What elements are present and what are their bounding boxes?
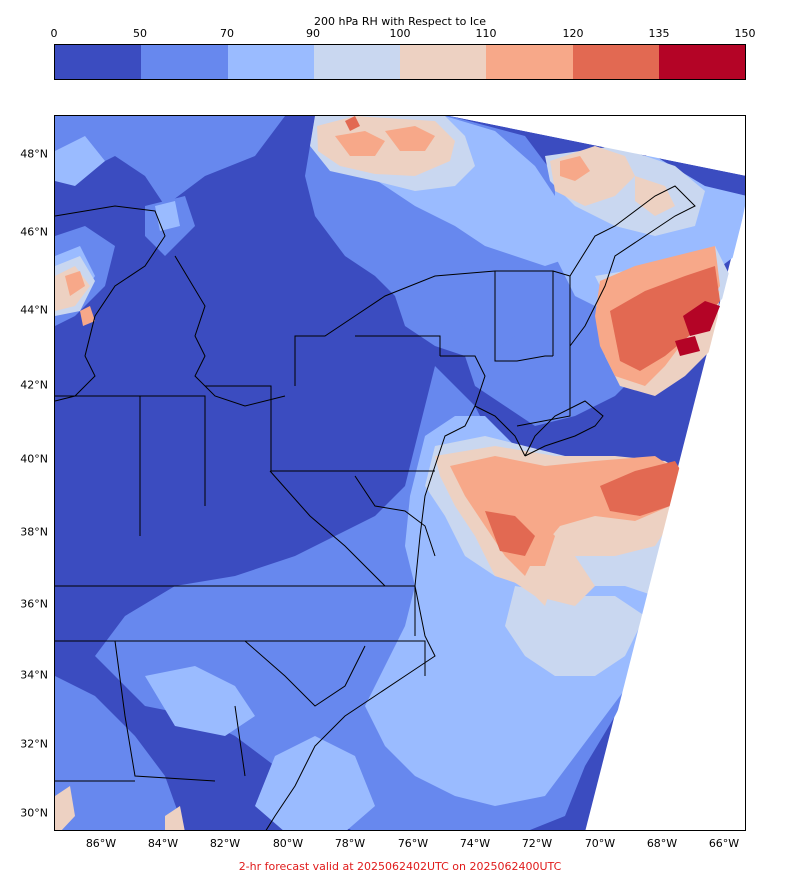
lat-label: 38°N: [20, 525, 48, 539]
colorbar-tick-label: 110: [475, 27, 497, 40]
colorbar-tick-label: 100: [389, 27, 411, 40]
rh-band-120-135: [345, 116, 720, 556]
colorbar-tick-label: 135: [648, 27, 670, 40]
lat-label: 46°N: [20, 225, 48, 239]
colorbar-segment: [141, 45, 228, 79]
colorbar-segment: [658, 45, 745, 79]
lat-label: 44°N: [20, 303, 48, 317]
colorbar-tick-label: 70: [220, 27, 234, 40]
lat-label: 30°N: [20, 806, 48, 820]
colorbar-tick-label: 0: [50, 27, 58, 40]
colorbar-segment: [400, 45, 487, 79]
lon-label: 82°W: [209, 837, 241, 850]
colorbar-segment: [313, 45, 400, 79]
forecast-caption: 2-hr forecast valid at 2025062402UTC on …: [238, 860, 562, 873]
lat-label: 40°N: [20, 452, 48, 466]
lon-label: 76°W: [397, 837, 429, 850]
lon-label: 66°W: [708, 837, 740, 850]
lon-label: 72°W: [521, 837, 553, 850]
lon-label: 80°W: [272, 837, 304, 850]
map-panel: [54, 115, 746, 831]
colorbar-segment: [572, 45, 659, 79]
colorbar-tick-label: 90: [306, 27, 320, 40]
lat-label: 48°N: [20, 147, 48, 161]
state-boundaries: [55, 185, 696, 830]
domain-outside-mask: [587, 208, 745, 830]
lon-label: 84°W: [147, 837, 179, 850]
lat-label: 34°N: [20, 668, 48, 682]
colorbar-segment: [227, 45, 314, 79]
colorbar-segment: [55, 45, 142, 79]
lon-label: 74°W: [459, 837, 491, 850]
lat-label: 36°N: [20, 597, 48, 611]
rh-band-135-150: [675, 301, 720, 356]
colorbar-tick-label: 120: [562, 27, 584, 40]
colorbar-title: 200 hPa RH with Respect to Ice: [314, 15, 486, 28]
colorbar: [54, 44, 746, 80]
rh-map-svg: [55, 116, 745, 830]
colorbar-tick-label: 150: [734, 27, 756, 40]
lat-label: 32°N: [20, 737, 48, 751]
lon-label: 86°W: [85, 837, 117, 850]
colorbar-segment: [486, 45, 573, 79]
lon-label: 68°W: [646, 837, 678, 850]
colorbar-tick-label: 50: [133, 27, 147, 40]
lat-label: 42°N: [20, 378, 48, 392]
lon-label: 78°W: [334, 837, 366, 850]
lon-label: 70°W: [584, 837, 616, 850]
